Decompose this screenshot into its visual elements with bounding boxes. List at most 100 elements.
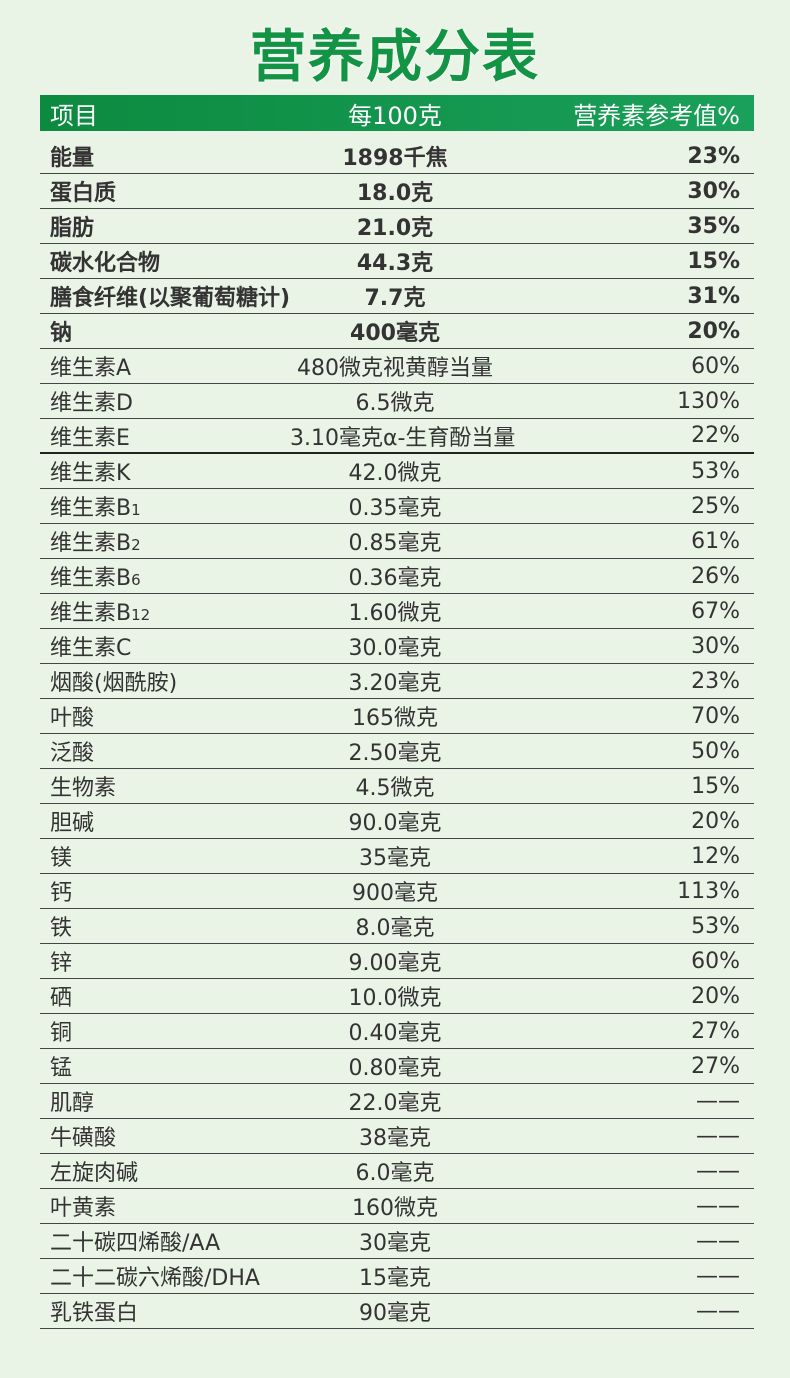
cell-nrv: 23% xyxy=(691,668,740,694)
cell-amount: 160微克 xyxy=(352,1196,438,1221)
cell-amount: 18.0克 xyxy=(356,181,434,206)
nutrient-name: 维生素E xyxy=(50,425,130,451)
cell-name: 脂肪 xyxy=(40,210,290,242)
cell-amount: 900毫克 xyxy=(352,881,438,906)
cell-nrv: —— xyxy=(696,1263,740,1289)
table-row: 叶黄素 160微克 —— xyxy=(40,1189,754,1224)
table-row: 铜 0.40毫克 27% xyxy=(40,1014,754,1049)
nutrient-name: 牛磺酸 xyxy=(50,1126,117,1151)
table-row: 维生素B12 1.60微克 67% xyxy=(40,594,754,629)
cell-name: 镁 xyxy=(40,840,290,872)
cell-amount: 44.3克 xyxy=(356,251,434,276)
table-row: 叶酸 165微克 70% xyxy=(40,699,754,734)
cell-amount: 4.5微克 xyxy=(355,776,435,801)
cell-amount: 400毫克 xyxy=(350,321,440,346)
cell-amount: 3.20毫克 xyxy=(348,671,442,696)
nutrient-name: 维生素D xyxy=(50,391,133,416)
nutrient-name: 铁 xyxy=(50,916,73,941)
nutrition-table: 能量 1898千焦 23% 蛋白质 18.0克 30% 脂肪 21.0克 35% 碳水… xyxy=(40,139,754,1329)
nutrient-subscript: 12 xyxy=(131,606,151,624)
nutrient-name: 生物素 xyxy=(50,776,117,801)
cell-name: 维生素K xyxy=(40,455,290,487)
table-row: 维生素B6 0.36毫克 26% xyxy=(40,559,754,594)
table-header: 项目 每100克 营养素参考值% xyxy=(40,95,754,131)
cell-nrv: 113% xyxy=(677,878,740,904)
cell-amount: 35毫克 xyxy=(359,846,431,871)
cell-nrv: 30% xyxy=(691,633,740,659)
cell-name: 铁 xyxy=(40,910,290,942)
table-row: 维生素B2 0.85毫克 61% xyxy=(40,524,754,559)
cell-amount: 9.00毫克 xyxy=(348,951,442,976)
cell-name: 维生素C xyxy=(40,630,290,662)
cell-nrv: 53% xyxy=(691,458,740,484)
nutrient-name: 维生素K xyxy=(50,461,131,486)
cell-amount: 6.0毫克 xyxy=(355,1161,435,1186)
nutrient-subscript: 1 xyxy=(131,501,141,519)
cell-amount: 0.80毫克 xyxy=(348,1056,442,1081)
nutrient-name: 烟酸(烟酰胺) xyxy=(50,671,178,696)
nutrient-name: 碳水化合物 xyxy=(50,251,161,276)
table-row: 铁 8.0毫克 53% xyxy=(40,909,754,944)
cell-name: 碳水化合物 xyxy=(40,245,290,277)
page-title: 营养成分表 xyxy=(250,25,540,90)
cell-nrv: 15% xyxy=(691,773,740,799)
cell-nrv: 67% xyxy=(691,598,740,624)
table-row: 维生素C 30.0毫克 30% xyxy=(40,629,754,664)
table-row: 维生素D 6.5微克 130% xyxy=(40,384,754,419)
nutrient-name: 维生素A xyxy=(50,356,132,381)
cell-name: 叶黄素 xyxy=(40,1190,290,1222)
cell-name: 蛋白质 xyxy=(40,175,290,207)
table-row: 碳水化合物 44.3克 15% xyxy=(40,244,754,279)
nutrient-name: 维生素B xyxy=(50,531,132,556)
nutrient-subscript: 6 xyxy=(131,571,141,589)
cell-name: 维生素B6 xyxy=(40,560,290,592)
cell-name: 牛磺酸 xyxy=(40,1120,290,1152)
cell-name: 维生素A xyxy=(40,350,290,382)
table-row: 泛酸 2.50毫克 50% xyxy=(40,734,754,769)
nutrient-name: 镁 xyxy=(50,846,73,871)
nutrient-name: 锰 xyxy=(50,1056,73,1081)
nutrient-name: 二十二碳六烯酸/DHA xyxy=(50,1266,260,1291)
header-nrv: 营养素参考值% xyxy=(573,101,740,130)
cell-nrv: 26% xyxy=(691,563,740,589)
nutrient-name: 钙 xyxy=(50,881,73,906)
cell-name: 肌醇 xyxy=(40,1085,290,1117)
nutrient-name: 左旋肉碱 xyxy=(50,1161,139,1186)
cell-nrv: 35% xyxy=(687,213,740,239)
table-row: 烟酸(烟酰胺) 3.20毫克 23% xyxy=(40,664,754,699)
cell-nrv: 27% xyxy=(691,1053,740,1079)
table-row: 维生素K 42.0微克 53% xyxy=(40,454,754,489)
cell-nrv: 70% xyxy=(691,703,740,729)
nutrient-name: 肌醇 xyxy=(50,1091,95,1116)
nutrient-name: 钠 xyxy=(50,321,73,346)
table-row: 肌醇 22.0毫克 —— xyxy=(40,1084,754,1119)
cell-nrv: 27% xyxy=(691,1018,740,1044)
cell-name: 能量 xyxy=(40,140,290,172)
cell-amount: 22.0毫克 xyxy=(348,1091,442,1116)
nutrient-name: 维生素B xyxy=(50,496,132,521)
table-row: 胆碱 90.0毫克 20% xyxy=(40,804,754,839)
cell-nrv: 61% xyxy=(691,528,740,554)
cell-amount: 15毫克 xyxy=(359,1266,431,1291)
cell-name: 维生素D xyxy=(40,385,290,417)
cell-amount: 480微克视黄醇当量 xyxy=(297,356,493,381)
table-row: 二十二碳六烯酸/DHA 15毫克 —— xyxy=(40,1259,754,1294)
cell-nrv: 25% xyxy=(691,493,740,519)
cell-nrv: 20% xyxy=(691,983,740,1009)
cell-name: 钠 xyxy=(40,315,290,347)
cell-nrv: 20% xyxy=(687,318,740,344)
cell-amount: 165微克 xyxy=(352,706,438,731)
nutrient-name: 二十碳四烯酸/AA xyxy=(50,1231,221,1256)
nutrient-name: 脂肪 xyxy=(50,216,95,241)
cell-name: 维生素B2 xyxy=(40,525,290,557)
nutrient-name: 蛋白质 xyxy=(50,181,117,206)
table-row: 左旋肉碱 6.0毫克 —— xyxy=(40,1154,754,1189)
cell-name: 二十二碳六烯酸/DHA xyxy=(40,1260,290,1292)
table-row: 镁 35毫克 12% xyxy=(40,839,754,874)
cell-nrv: 15% xyxy=(687,248,740,274)
cell-nrv: 60% xyxy=(691,948,740,974)
cell-nrv: 60% xyxy=(691,353,740,379)
table-row: 乳铁蛋白 90毫克 —— xyxy=(40,1294,754,1329)
cell-nrv: —— xyxy=(696,1228,740,1254)
cell-amount: 1.60微克 xyxy=(348,601,442,626)
